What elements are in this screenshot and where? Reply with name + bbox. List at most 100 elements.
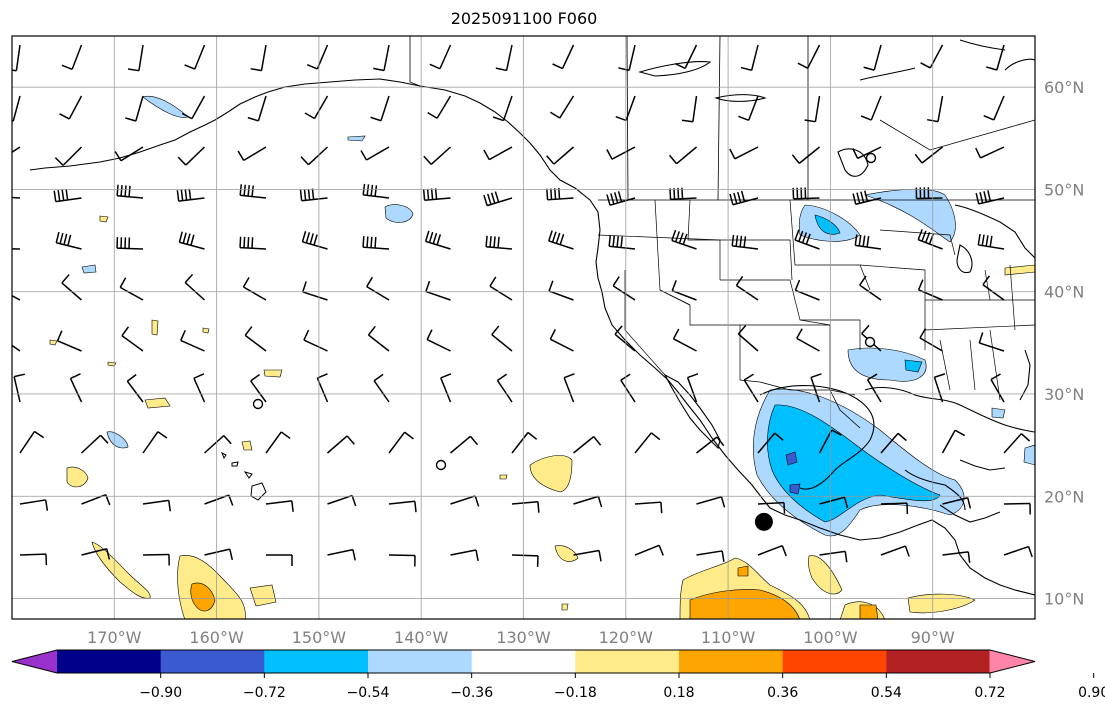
- wind-barb: [327, 435, 355, 454]
- wind-barb: [757, 432, 784, 454]
- wind-barb: [757, 544, 787, 557]
- coastlines: [29, 39, 1035, 596]
- colorbar-segment: [782, 650, 887, 673]
- longitude-labels: 170°W 160°W 150°W 140°W 130°W 120°W 110°W 100°W…: [87, 628, 955, 647]
- wind-barb: [852, 190, 882, 206]
- wind-barb: [242, 277, 267, 301]
- wind-barb: [250, 373, 267, 403]
- colorbar-segment: [368, 650, 473, 673]
- wind-barb: [866, 373, 882, 403]
- colorbar-tick-label: −0.72: [243, 685, 286, 701]
- lat-tick-label: 50°N: [1044, 180, 1084, 199]
- location-marker: [754, 512, 773, 531]
- wind-barb: [119, 277, 144, 301]
- wind-barb: [450, 435, 479, 454]
- wind-barb: [552, 44, 575, 70]
- wind-barb: [729, 190, 759, 206]
- wind-barb: [573, 549, 602, 562]
- wind-barb: [986, 44, 1005, 71]
- wind-barb: [819, 496, 849, 509]
- wind-barb: [388, 431, 414, 454]
- colorbar-segment: [471, 650, 576, 673]
- colorbar-segment: [57, 650, 162, 673]
- wind-barb: [975, 146, 1005, 159]
- colorbar-tick-label: 0.36: [767, 685, 798, 701]
- wind-barb: [606, 191, 636, 206]
- wind-barb: [511, 431, 538, 454]
- wind-barb: [485, 235, 513, 250]
- wind-barb: [178, 231, 205, 250]
- wind-barb: [450, 549, 479, 561]
- wind-barb: [12, 196, 21, 199]
- wind-barb: [19, 553, 48, 566]
- map-title: 2025091100 F060: [450, 9, 598, 28]
- wind-barb: [696, 436, 725, 454]
- lon-tick-label: 90°W: [911, 628, 955, 647]
- wind-barb: [496, 373, 513, 403]
- wind-barb: [184, 44, 206, 70]
- lon-tick-label: 170°W: [87, 628, 142, 647]
- lon-tick-label: 160°W: [189, 628, 244, 647]
- wind-barb: [81, 547, 111, 560]
- wind-barb: [203, 435, 232, 454]
- wind-barb: [983, 95, 1005, 121]
- wind-barb: [978, 332, 1005, 352]
- latitude-labels: 60°N 50°N 40°N 30°N 20°N 10°N: [1044, 78, 1084, 608]
- station-circles: [252, 152, 877, 471]
- colorbar-tick-label: 0.54: [871, 685, 902, 701]
- wind-barb: [573, 495, 603, 508]
- wind-barb: [193, 373, 206, 403]
- lat-tick-label: 60°N: [1044, 78, 1084, 97]
- colorbar-segment: [679, 650, 784, 673]
- lat-tick-label: 40°N: [1044, 283, 1084, 302]
- wind-barb: [757, 501, 786, 514]
- wind-barb: [423, 146, 452, 165]
- wind-barb: [114, 146, 144, 162]
- wind-barb: [854, 234, 882, 250]
- wind-barb: [735, 275, 759, 301]
- wind-barb: [942, 496, 972, 509]
- colorbar-outline: [11, 649, 1036, 674]
- wind-barb: [614, 325, 636, 352]
- wind-barb: [303, 329, 328, 352]
- wind-barb: [818, 429, 842, 454]
- lon-tick-label: 100°W: [803, 628, 858, 647]
- map-frame: [11, 35, 1036, 620]
- wind-barb: [244, 326, 267, 352]
- wind-barb: [495, 44, 513, 72]
- wind-barb: [740, 44, 759, 71]
- wind-barb: [59, 95, 83, 120]
- wind-barb: [483, 191, 513, 207]
- wind-barb: [615, 95, 636, 122]
- wind-barb: [880, 502, 909, 515]
- wind-barb: [177, 146, 206, 166]
- colorbar-tick-label: 0.72: [974, 685, 1005, 701]
- wind-barb: [142, 553, 170, 566]
- wind-barb: [362, 236, 390, 250]
- wind-barb: [549, 329, 574, 352]
- wind-barb: [12, 146, 21, 154]
- wind-barb: [489, 276, 513, 301]
- wind-barb: [671, 280, 697, 301]
- wind-barb: [982, 275, 1005, 301]
- wind-barb: [548, 230, 574, 250]
- wind-barb: [796, 328, 820, 352]
- hawaiian-islands: [221, 451, 267, 501]
- wind-barb: [1003, 545, 1033, 558]
- wind-barb: [125, 95, 144, 122]
- wind-barb: [80, 434, 109, 454]
- wind-barb: [176, 188, 205, 202]
- wind-barb: [483, 146, 513, 161]
- wind-barb: [573, 436, 602, 454]
- wind-barb: [737, 325, 759, 352]
- wind-barb: [634, 501, 663, 514]
- wind-barb: [859, 275, 882, 301]
- wind-barb: [180, 330, 205, 352]
- wind-barb: [546, 146, 574, 165]
- lon-tick-label: 130°W: [496, 628, 551, 647]
- positive-contours: [49, 215, 1035, 619]
- lon-tick-label: 120°W: [599, 628, 654, 647]
- wind-barb: [69, 373, 83, 403]
- colorbar-tick-label: 0.18: [663, 685, 694, 701]
- wind-barb: [367, 325, 390, 352]
